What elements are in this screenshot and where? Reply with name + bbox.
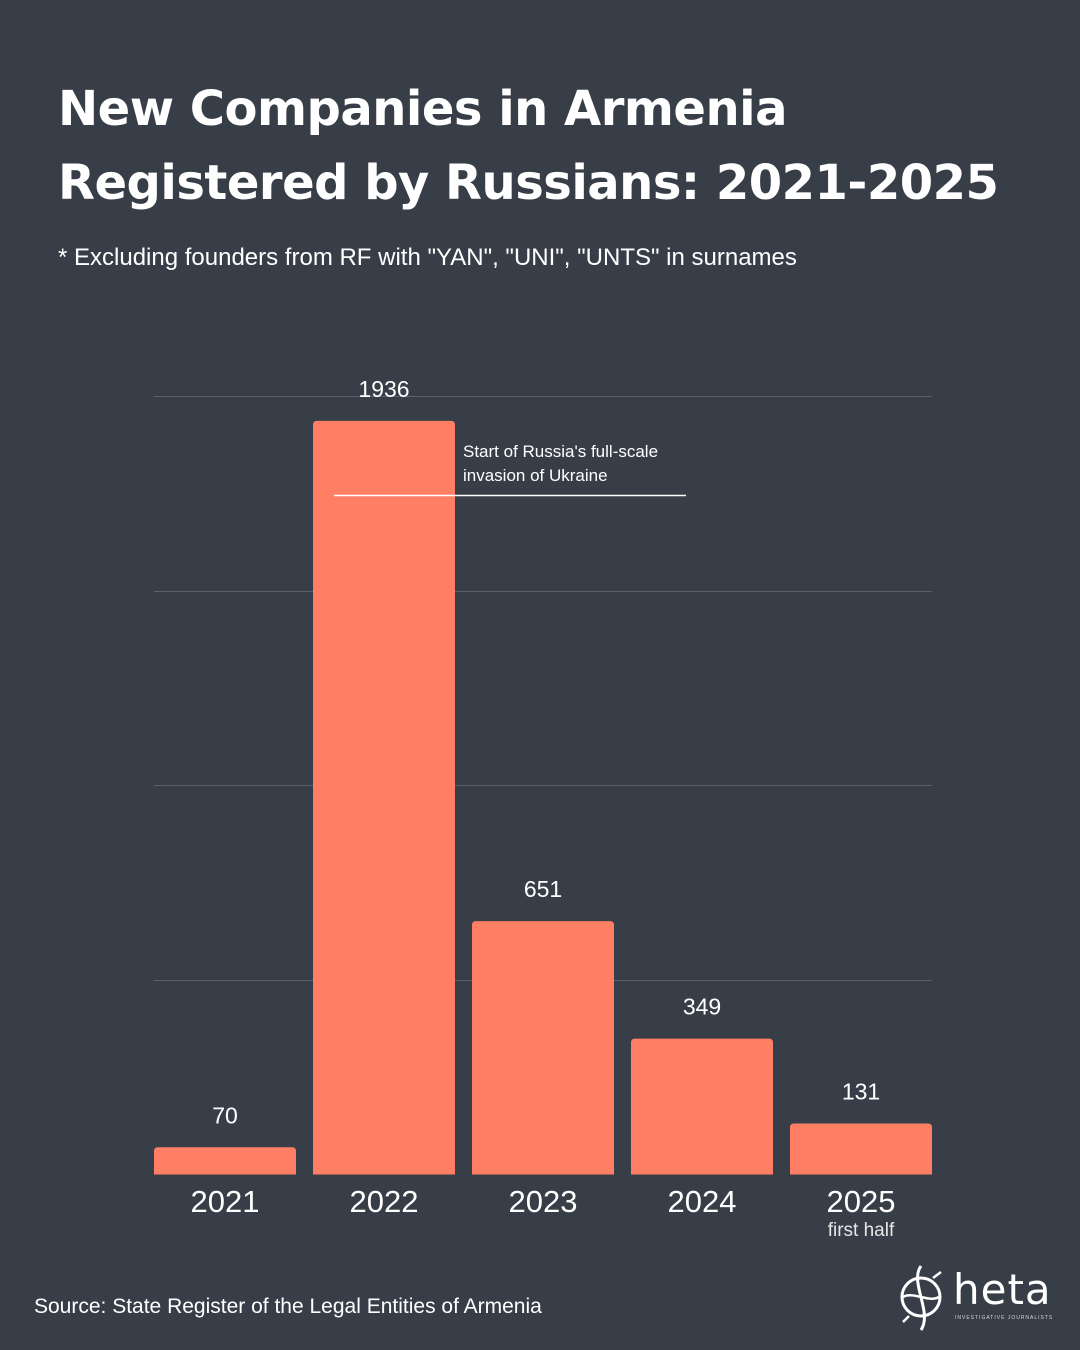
grid-lines — [154, 396, 932, 981]
heta-logo: heta INVESTIGATIVE JOURNALISTS — [895, 1260, 1055, 1335]
x-tick-note-2025: first half — [828, 1220, 895, 1241]
data-label-2024: 349 — [683, 994, 721, 1020]
globe-logo-icon — [900, 1265, 942, 1331]
source-note: Source: State Register of the Legal Enti… — [34, 1295, 542, 1318]
bar-2022 — [313, 420, 455, 1175]
x-tick-2021: 2021 — [191, 1184, 260, 1219]
x-tick-2022: 2022 — [350, 1184, 419, 1219]
x-tick-2025: 2025 — [827, 1184, 896, 1219]
data-labels: 70 1936 651 349 131 — [212, 376, 880, 1128]
bar-2021 — [154, 1147, 296, 1175]
bar-2024 — [631, 1038, 773, 1175]
data-label-2025: 131 — [842, 1079, 880, 1105]
bar-2025 — [790, 1123, 932, 1175]
annotation-text-line-2: invasion of Ukraine — [463, 466, 608, 485]
chart-title-line-1: New Companies in Armenia — [58, 81, 787, 137]
annotation-text-line-1: Start of Russia's full-scale — [463, 442, 658, 461]
bar-chart: 70 1936 651 349 131 2021 2022 2023 2024 2025firs… — [154, 376, 932, 1241]
bars — [154, 420, 932, 1175]
data-label-2022: 1936 — [358, 376, 409, 402]
logo-wordmark: heta — [953, 1265, 1052, 1314]
chart-title-line-2: Registered by Russians: 2021-2025 — [58, 155, 999, 211]
data-label-2021: 70 — [212, 1102, 238, 1128]
bar-2023 — [472, 921, 614, 1175]
chart-annotation: Start of Russia's full-scale invasion of … — [334, 442, 686, 497]
data-label-2023: 651 — [524, 876, 562, 902]
x-tick-2023: 2023 — [509, 1184, 578, 1219]
x-tick-2024: 2024 — [668, 1184, 737, 1219]
chart-title: New Companies in Armenia Registered by R… — [58, 72, 1048, 220]
chart-subtitle: * Excluding founders from RF with "YAN",… — [58, 244, 797, 271]
logo-tagline: INVESTIGATIVE JOURNALISTS — [955, 1315, 1054, 1321]
